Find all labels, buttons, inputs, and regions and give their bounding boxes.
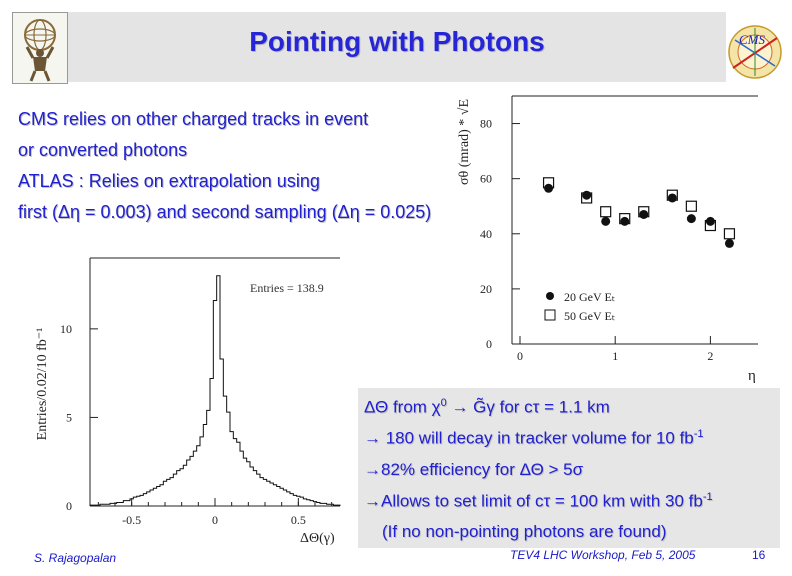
results-box — [358, 388, 780, 548]
footer-author: S. Rajagopalan — [34, 551, 117, 565]
delta-theta-histogram: -0.5 0 0.5 0 5 10 Entries = 138.9 ΔΘ(γ) Entri… — [35, 257, 341, 546]
cms-logo-text: CMS — [739, 32, 766, 47]
histogram-x-tick-label: 0 — [212, 513, 218, 527]
scatter-y-tick-label: 80 — [480, 117, 492, 131]
legend-label-20gev: 20 GeV Eₜ — [564, 290, 615, 304]
bullet-line-2: or converted photons — [18, 140, 188, 160]
scatter-points — [542, 177, 736, 248]
scatter-point-open-square — [723, 228, 736, 240]
scatter-point-filled-circle — [582, 190, 592, 200]
box-line-1b: → G̃γ for cτ = 1.1 km — [446, 397, 610, 417]
histogram-y-label: Entries/0.02/10 fb⁻¹ — [35, 328, 50, 441]
slide-title: Pointing with Photons — [249, 26, 545, 57]
scatter-y-tick-label: 40 — [480, 227, 492, 241]
scatter-y-label: σθ (mrad) * √E — [457, 99, 472, 185]
scatter-y-tick-label: 60 — [480, 172, 492, 186]
histogram-x-label: ΔΘ(γ) — [300, 531, 335, 546]
scatter-point-filled-circle — [620, 216, 630, 226]
histogram-ticks: -0.5 0 0.5 0 5 10 — [60, 322, 333, 527]
box-line-1-sup: 0 — [440, 397, 447, 409]
footer-event: TEV4 LHC Workshop, Feb 5, 2005 — [510, 548, 696, 562]
scatter-frame — [511, 95, 758, 345]
legend-marker-filled-circle — [546, 292, 554, 300]
footer-page-number: 16 — [752, 548, 766, 562]
scatter-point-filled-circle — [705, 216, 715, 226]
histogram-y-tick-label: 10 — [60, 322, 72, 336]
scatter-point-filled-circle — [686, 214, 696, 224]
scatter-point-filled-circle — [639, 209, 649, 219]
atlas-logo — [12, 12, 68, 84]
cms-logo: CMS — [725, 18, 783, 80]
histogram-bins — [89, 275, 341, 506]
bullet-line-4: first (Δη = 0.003) and second sampling (… — [18, 202, 432, 222]
bullet-line-1: CMS relies on other charged tracks in ev… — [18, 109, 369, 129]
box-line-2a: → 180 will decay in tracker volume for 1… — [364, 428, 694, 448]
scatter-x-tick-label: 2 — [707, 349, 713, 363]
scatter-x-tick-label: 1 — [612, 349, 618, 363]
scatter-x-tick-label: 0 — [517, 349, 523, 363]
scatter-point-open-square — [685, 200, 697, 212]
box-line-2-sup: -1 — [693, 428, 704, 440]
bullet-line-3: ATLAS : Relies on extrapolation using — [18, 171, 320, 191]
box-line-1: ΔΘ from χ0 → G̃γ for cτ = 1.1 km — [364, 397, 610, 418]
scatter-x-label: η — [748, 368, 756, 384]
cms-detector-icon: CMS — [728, 25, 782, 79]
box-line-2: → 180 will decay in tracker volume for 1… — [364, 428, 704, 449]
scatter-point-filled-circle — [724, 238, 734, 248]
title-bar — [68, 12, 726, 82]
histogram-frame — [89, 257, 340, 507]
histogram-outline — [89, 275, 341, 506]
histogram-y-tick-label: 5 — [66, 410, 72, 424]
box-line-3: →82% efficiency for ΔΘ > 5σ — [364, 460, 584, 479]
histogram-legend: Entries = 138.9 — [250, 281, 324, 295]
scatter-legend: 20 GeV Eₜ 50 GeV Eₜ — [544, 290, 615, 323]
legend-label-50gev: 50 GeV Eₜ — [564, 309, 615, 323]
scatter-point-filled-circle — [667, 193, 677, 203]
box-line-1a: ΔΘ from χ — [364, 397, 441, 417]
histogram-y-tick-label: 0 — [66, 499, 72, 513]
scatter-point-filled-circle — [544, 183, 554, 193]
scatter-point-open-square — [600, 206, 612, 218]
box-line-4a: →Allows to set limit of cτ = 100 km with… — [364, 491, 703, 511]
box-line-4-sup: -1 — [702, 491, 713, 503]
box-line-4: →Allows to set limit of cτ = 100 km with… — [364, 491, 713, 512]
box-line-5: (If no non-pointing photons are found) — [382, 522, 667, 541]
scatter-point-filled-circle — [601, 216, 611, 226]
scatter-y-tick-label: 0 — [486, 337, 492, 351]
histogram-x-tick-label: -0.5 — [122, 513, 141, 527]
scatter-y-tick-label: 20 — [480, 282, 492, 296]
legend-marker-open-square — [544, 309, 556, 321]
atlas-figure-icon — [24, 19, 56, 82]
histogram-x-tick-label: 0.5 — [291, 513, 306, 527]
